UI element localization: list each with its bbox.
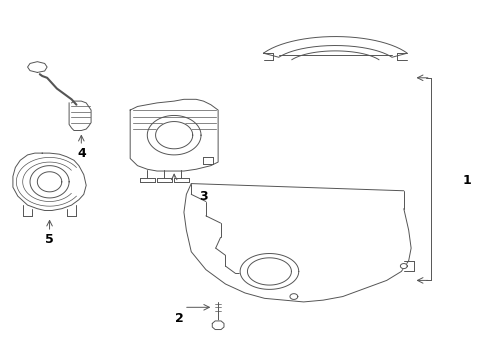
Polygon shape xyxy=(27,62,47,72)
Polygon shape xyxy=(130,99,218,171)
Polygon shape xyxy=(37,172,62,192)
Polygon shape xyxy=(30,166,69,198)
Polygon shape xyxy=(13,153,86,211)
Polygon shape xyxy=(247,258,292,285)
Polygon shape xyxy=(264,37,407,57)
Text: 4: 4 xyxy=(77,147,86,159)
Text: 1: 1 xyxy=(463,174,472,186)
Polygon shape xyxy=(69,101,91,131)
Polygon shape xyxy=(240,253,299,289)
Polygon shape xyxy=(156,122,193,149)
Polygon shape xyxy=(212,321,224,329)
Text: 3: 3 xyxy=(199,190,208,203)
Polygon shape xyxy=(147,116,201,155)
Text: 2: 2 xyxy=(174,311,183,325)
Polygon shape xyxy=(400,264,407,269)
Text: 5: 5 xyxy=(45,233,54,246)
Polygon shape xyxy=(290,294,298,300)
